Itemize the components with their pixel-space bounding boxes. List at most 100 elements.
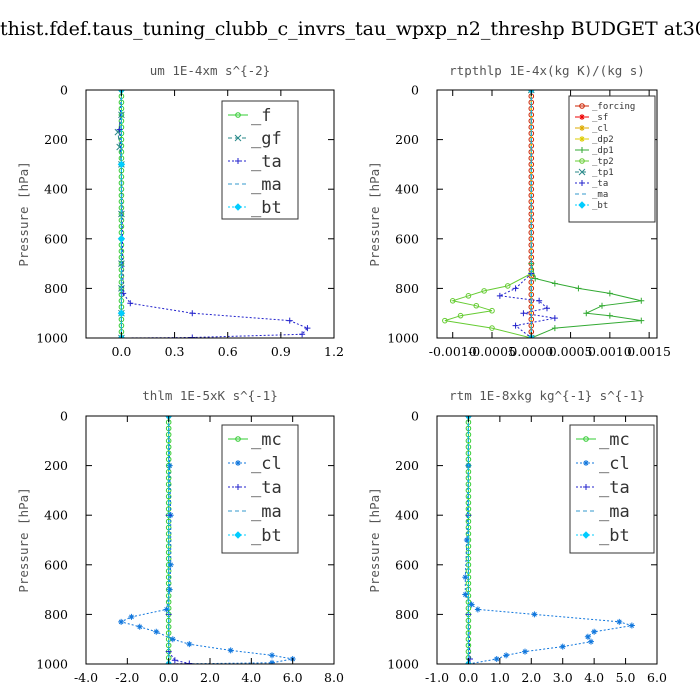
data-point_dp1 (638, 317, 645, 324)
series-line_dp1 (530, 263, 642, 338)
legend-label: _bt (251, 198, 282, 218)
x-tick-label: 2.0 (521, 670, 541, 685)
y-tick-label: 1000 (36, 331, 68, 346)
data-point_cl (186, 641, 193, 648)
legend-label: _cl (251, 454, 282, 474)
data-point_cl (169, 636, 176, 643)
data-point_ta (127, 300, 134, 307)
data-point_cl (474, 606, 481, 613)
legend: _mc _cl _ta _ma _bt (569, 424, 655, 554)
x-tick-label: -4.0 (74, 670, 98, 685)
data-point_cl (269, 659, 275, 664)
data-point_dp1 (606, 290, 613, 297)
legend-label: _cl (599, 454, 630, 474)
data-point_gf (118, 334, 125, 338)
y-tick-label: 200 (44, 132, 68, 147)
x-tick-label: 0.0015 (627, 344, 671, 359)
y-tick-label: 1000 (387, 331, 419, 346)
legend-label: _forcing (592, 102, 635, 112)
plot-frame (436, 89, 658, 339)
legend-label: _ma (251, 502, 282, 522)
x-tick-label: 6.0 (647, 670, 667, 685)
legend-box (221, 424, 299, 554)
data-point_cl (166, 462, 173, 469)
y-axis-label: Pressure [hPa] (16, 487, 31, 592)
data-point_ta (536, 297, 543, 304)
data-point_cl (167, 561, 174, 568)
x-tick-label: 1.0 (490, 670, 510, 685)
legend-marker (234, 134, 242, 142)
data-point_cl (163, 606, 170, 613)
legend-label: _ta (592, 179, 608, 189)
series-group (442, 90, 645, 338)
x-tick-label: 2.0 (200, 670, 220, 685)
y-tick-label: 400 (44, 508, 68, 523)
data-point_tp1 (527, 334, 535, 338)
legend-box (569, 424, 655, 554)
y-tick-label: 200 (395, 132, 419, 147)
series-line_tp2 (444, 273, 532, 338)
data-point_ta (116, 126, 123, 133)
data-point_ta (512, 285, 519, 292)
x-tick-label: -1.0 (425, 670, 449, 685)
x-tick-label: 8.0 (324, 670, 344, 685)
legend-label: _ta (251, 478, 282, 498)
legend-label: _mc (599, 430, 630, 450)
legend-marker (582, 531, 590, 539)
data-point_tp2 (457, 312, 464, 319)
legend-marker (234, 531, 242, 539)
x-tick-label: 0.6 (218, 344, 238, 359)
data-point_bt (117, 235, 126, 243)
legend-marker (579, 180, 585, 186)
legend-label: _f (251, 106, 271, 126)
y-tick-label: 400 (395, 182, 419, 197)
data-point_cl (128, 613, 135, 620)
legend-marker (235, 484, 241, 490)
legend-marker (579, 114, 585, 120)
x-tick-label: 3.0 (553, 670, 573, 685)
legend-label: _bt (251, 526, 282, 546)
data-point_cl (462, 591, 469, 598)
y-tick-label: 600 (395, 557, 419, 572)
x-tick-label: -0.0010 (429, 344, 477, 359)
data-point_cl (503, 652, 510, 659)
x-tick-label: 0.3 (165, 344, 185, 359)
data-point_cl (559, 643, 566, 650)
legend-label: _ma (592, 190, 608, 200)
data-point_ta (171, 657, 178, 664)
y-axis-label: Pressure [hPa] (367, 161, 382, 266)
data-point_cl (522, 648, 528, 655)
x-tick-label: 6.0 (283, 670, 303, 685)
legend-box (221, 100, 299, 220)
x-tick-label: 0.9 (271, 344, 291, 359)
x-tick-label: 4.0 (584, 670, 604, 685)
data-point_tp2 (442, 317, 448, 324)
plot-frame (436, 415, 658, 665)
legend-label: _ta (599, 478, 630, 498)
y-axis-label: Pressure [hPa] (16, 161, 31, 266)
x-tick-label: 0.0 (458, 670, 478, 685)
chart-title: rtm 1E-8xkg kg^{-1} s^{-1} (449, 388, 645, 403)
legend-label: _tp1 (592, 168, 614, 178)
y-tick-label: 0 (411, 83, 419, 98)
legend-marker (235, 158, 241, 164)
figure-title: thist.fdef.taus_tuning_clubb_c_invrs_tau… (0, 18, 700, 40)
data-point_cl (584, 633, 591, 640)
data-point_cl (227, 647, 234, 654)
legend: _f _gf _ta _ma _bt (221, 100, 299, 220)
data-point_dp1 (575, 285, 582, 292)
legend-marker (579, 147, 585, 153)
legend-label: _cl (592, 124, 608, 134)
data-point_dp1 (551, 325, 558, 332)
data-point_cl (153, 628, 160, 635)
x-tick-label: 0.0 (111, 344, 131, 359)
data-point_mc (165, 450, 172, 457)
x-tick-label: 4.0 (241, 670, 261, 685)
series-line_ta (119, 90, 309, 338)
x-tick-label: 0.0005 (549, 344, 593, 359)
chart-title: rtpthlp 1E-4x(kg K)/(kg s) (449, 63, 645, 78)
data-point_cl (166, 586, 173, 593)
y-tick-label: 600 (44, 557, 68, 572)
y-tick-label: 800 (44, 281, 68, 296)
